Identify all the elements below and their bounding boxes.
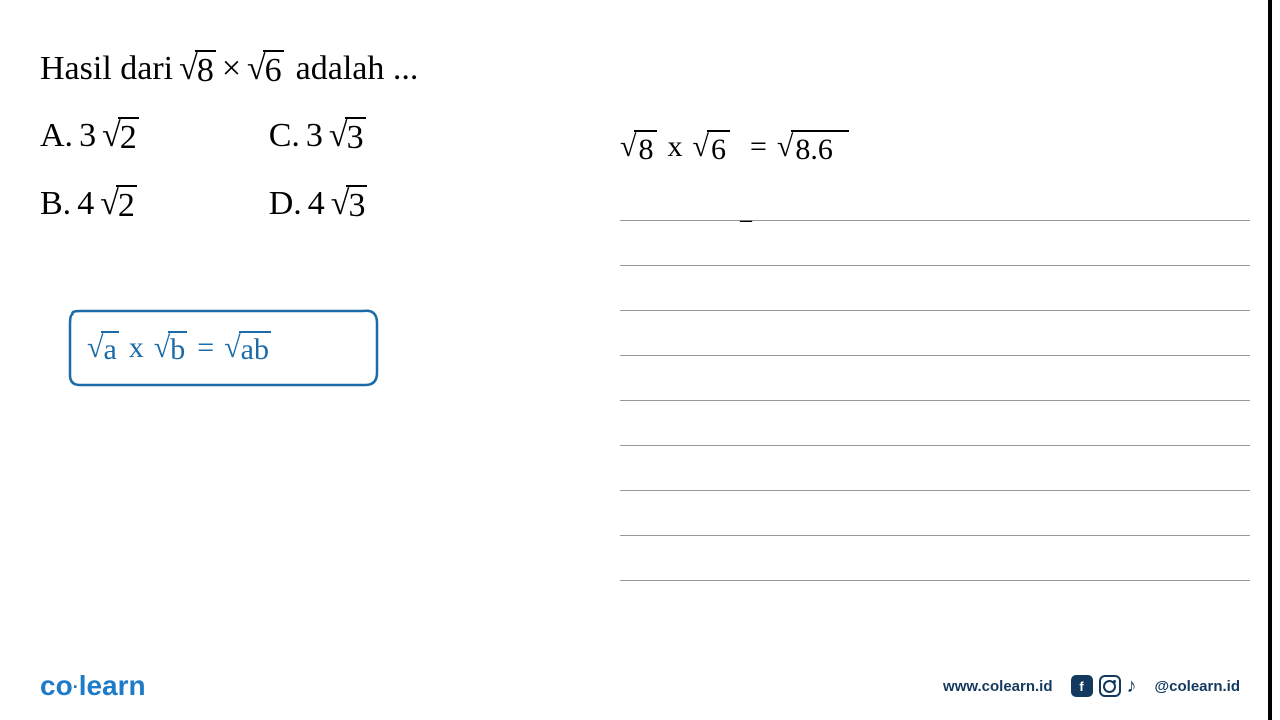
rule-eq: = [197,331,214,365]
ruled-line [620,221,1250,266]
ruled-line [620,176,1250,221]
option-coef: 3 [79,117,96,155]
logo: co·learn [40,670,146,702]
option-sqrt: √2 [102,117,139,156]
rule-sqrt-ab: √ ab [224,331,271,366]
sqrt-arg: b [168,331,187,366]
rule-box-content: √ a x √ b = √ ab [87,331,271,366]
social-icons: f ♪ [1071,675,1137,698]
work-sqrt-6: √ 6 [692,130,729,168]
rule-sqrt-a: √ a [87,331,119,366]
options-col-2: C. 3√3 D. 4√3 [269,117,368,224]
ruled-line [620,491,1250,536]
sqrt-arg: 8 [195,50,216,89]
logo-left: co [40,670,73,701]
tiktok-icon: ♪ [1127,675,1137,698]
rule-sqrt-b: √ b [154,331,187,366]
footer-handle: @colearn.id [1155,678,1240,695]
work-sqrt-8: √ 8 [620,130,657,168]
work-op: x [667,130,682,164]
ruled-line [620,446,1250,491]
option-sqrt: √3 [329,117,366,156]
sqrt-arg: 3 [346,185,367,224]
sqrt-arg: 2 [118,117,139,156]
sqrt-arg: 8.6 [791,130,849,168]
question-suffix: adalah ... [296,50,419,88]
ruled-line [620,311,1250,356]
work-line-1: √ 8 x √ 6 = √ 8.6 [620,130,1250,168]
options-col-1: A. 3√2 B. 4√2 [40,117,139,224]
instagram-icon [1099,675,1121,697]
ruled-line [620,401,1250,446]
option-c: C. 3√3 [269,117,368,156]
option-label: A. [40,117,73,155]
option-sqrt: √3 [331,185,368,224]
footer-url: www.colearn.id [943,678,1052,695]
ruled-line [620,356,1250,401]
ruled-lines [620,176,1250,581]
question-text: Hasil dari √ 8 × √ 6 adalah ... [40,50,1240,89]
option-coef: 4 [308,185,325,223]
logo-right: learn [79,670,146,701]
work-eq: = [750,130,767,164]
work-area: √ 8 x √ 6 = √ 8.6 [620,130,1250,581]
option-coef: 3 [306,117,323,155]
sqrt-arg: a [101,331,118,366]
sqrt-arg: 8 [634,130,657,168]
option-sqrt: √2 [100,185,137,224]
sqrt-arg: ab [239,331,271,366]
operator: × [222,50,241,88]
option-label: C. [269,117,300,155]
dash-mark: – [740,207,752,234]
sqrt-8: √ 8 [179,50,216,89]
sqrt-arg: 6 [707,130,730,168]
rule-op: x [129,331,144,365]
facebook-icon: f [1071,675,1093,697]
option-label: B. [40,185,71,223]
sqrt-arg: 3 [345,117,366,156]
option-a: A. 3√2 [40,117,139,156]
option-d: D. 4√3 [269,185,368,224]
work-sqrt-result: √ 8.6 [777,130,849,168]
question-prefix: Hasil dari [40,50,173,88]
ruled-line [620,536,1250,581]
footer-right: www.colearn.id f ♪ @colearn.id [943,675,1240,698]
option-b: B. 4√2 [40,185,139,224]
sqrt-arg: 6 [263,50,284,89]
option-label: D. [269,185,302,223]
footer: co·learn www.colearn.id f ♪ @colearn.id [0,670,1280,702]
sqrt-arg: 2 [116,185,137,224]
ruled-line [620,266,1250,311]
sqrt-6: √ 6 [247,50,284,89]
rule-box: √ a x √ b = √ ab [65,305,380,390]
option-coef: 4 [77,185,94,223]
